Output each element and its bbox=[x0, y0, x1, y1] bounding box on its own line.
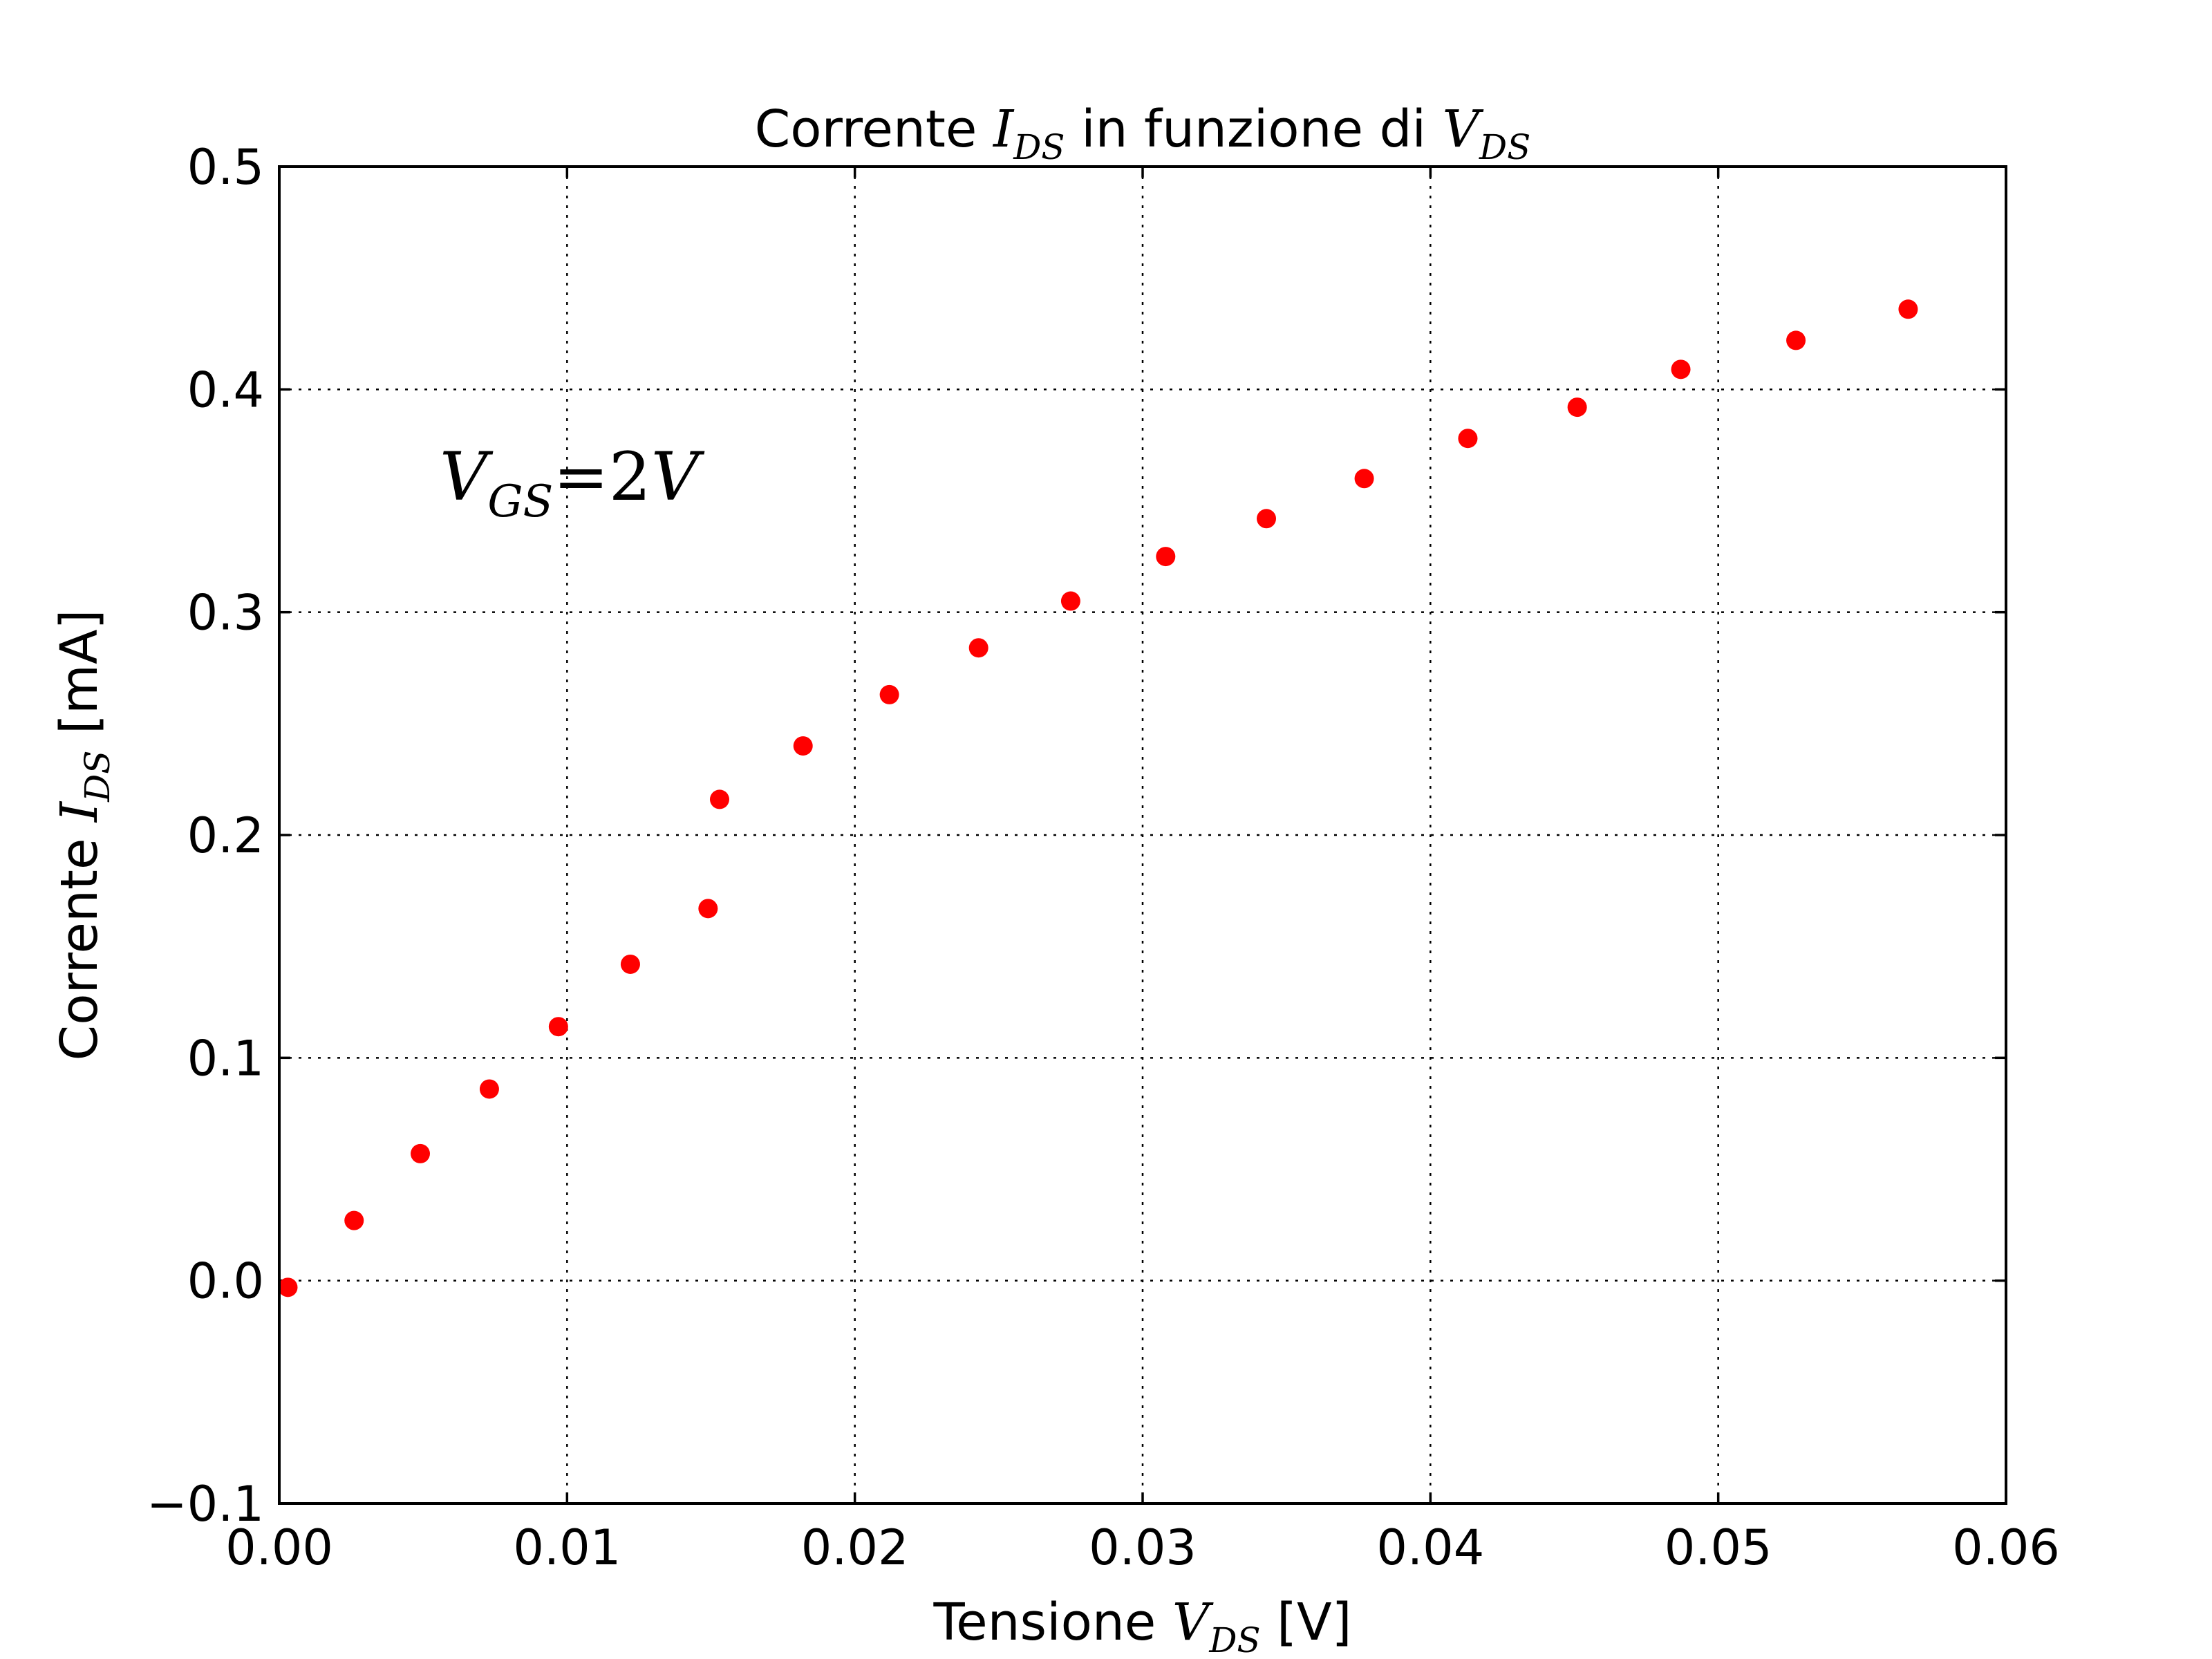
xlabel-subscript: DS bbox=[1208, 1620, 1260, 1659]
title-middle: in funzione di bbox=[1065, 100, 1443, 159]
data-point bbox=[1060, 591, 1080, 611]
y-tick-label: 0.4 bbox=[187, 362, 264, 418]
x-tick-label: 0.06 bbox=[1952, 1519, 2060, 1576]
x-tick-labels: 0.00 0.01 0.02 0.03 0.04 0.05 0.06 bbox=[225, 1519, 2060, 1576]
ylabel-suffix: [mA] bbox=[50, 610, 109, 751]
x-axis-label: Tensione VDS [V] bbox=[932, 1593, 1351, 1659]
x-tick-label: 0.01 bbox=[513, 1519, 621, 1576]
ylabel-prefix: Corrente bbox=[50, 822, 109, 1060]
data-point bbox=[479, 1079, 499, 1099]
ylabel-symbol: I bbox=[50, 800, 109, 823]
title-symbol-v: V bbox=[1443, 100, 1484, 159]
title-prefix: Corrente bbox=[755, 100, 993, 159]
data-point bbox=[411, 1143, 431, 1163]
annotation-subscript: GS bbox=[487, 476, 553, 527]
data-point bbox=[344, 1210, 364, 1230]
vgs-annotation: VGS=2V bbox=[440, 438, 705, 527]
chart-title: Corrente IDS in funzione di VDS bbox=[755, 100, 1531, 167]
annotation-equals: =2 bbox=[553, 438, 651, 516]
data-point bbox=[968, 638, 988, 658]
plot-frame bbox=[278, 165, 2007, 1505]
y-tick-label: 0.0 bbox=[187, 1253, 264, 1310]
data-points bbox=[278, 299, 1918, 1297]
annotation-symbol: V bbox=[440, 438, 494, 516]
data-point bbox=[1671, 359, 1691, 379]
data-point bbox=[1786, 330, 1806, 350]
data-point bbox=[793, 736, 813, 756]
title-subscript-ds-2: DS bbox=[1479, 127, 1530, 167]
x-tick-label: 0.04 bbox=[1376, 1519, 1484, 1576]
xlabel-suffix: [V] bbox=[1261, 1593, 1352, 1652]
data-point bbox=[1567, 397, 1587, 418]
x-tick-label: 0.02 bbox=[801, 1519, 909, 1576]
data-point bbox=[620, 954, 640, 974]
data-point bbox=[1354, 469, 1374, 489]
data-point bbox=[709, 789, 729, 809]
data-point bbox=[1156, 547, 1176, 567]
data-point bbox=[548, 1017, 568, 1037]
data-point bbox=[879, 684, 899, 704]
y-tick-label: 0.2 bbox=[187, 807, 264, 864]
xlabel-prefix: Tensione bbox=[932, 1593, 1172, 1652]
y-tick-label: 0.5 bbox=[187, 139, 264, 196]
data-point bbox=[278, 1277, 298, 1297]
annotation-unit: V bbox=[651, 438, 705, 516]
y-tick-labels: −0.1 0.0 0.1 0.2 0.3 0.4 0.5 bbox=[147, 139, 264, 1533]
data-point bbox=[1898, 299, 1918, 319]
grid-lines bbox=[279, 167, 2006, 1503]
xlabel-symbol: V bbox=[1172, 1593, 1214, 1652]
x-tick-label: 0.00 bbox=[225, 1519, 333, 1576]
x-tick-label: 0.03 bbox=[1089, 1519, 1197, 1576]
y-tick-label: 0.3 bbox=[187, 585, 264, 641]
y-tick-label: −0.1 bbox=[147, 1476, 264, 1533]
y-axis-label: Corrente IDS [mA] bbox=[50, 610, 118, 1061]
x-tick-label: 0.05 bbox=[1665, 1519, 1772, 1576]
data-point bbox=[698, 899, 718, 919]
title-symbol-i: I bbox=[992, 100, 1015, 159]
data-point bbox=[1257, 509, 1277, 529]
ylabel-subscript: DS bbox=[77, 751, 118, 803]
y-tick-label: 0.1 bbox=[187, 1030, 264, 1087]
title-subscript-ds: DS bbox=[1013, 127, 1065, 167]
data-point bbox=[1458, 429, 1478, 449]
